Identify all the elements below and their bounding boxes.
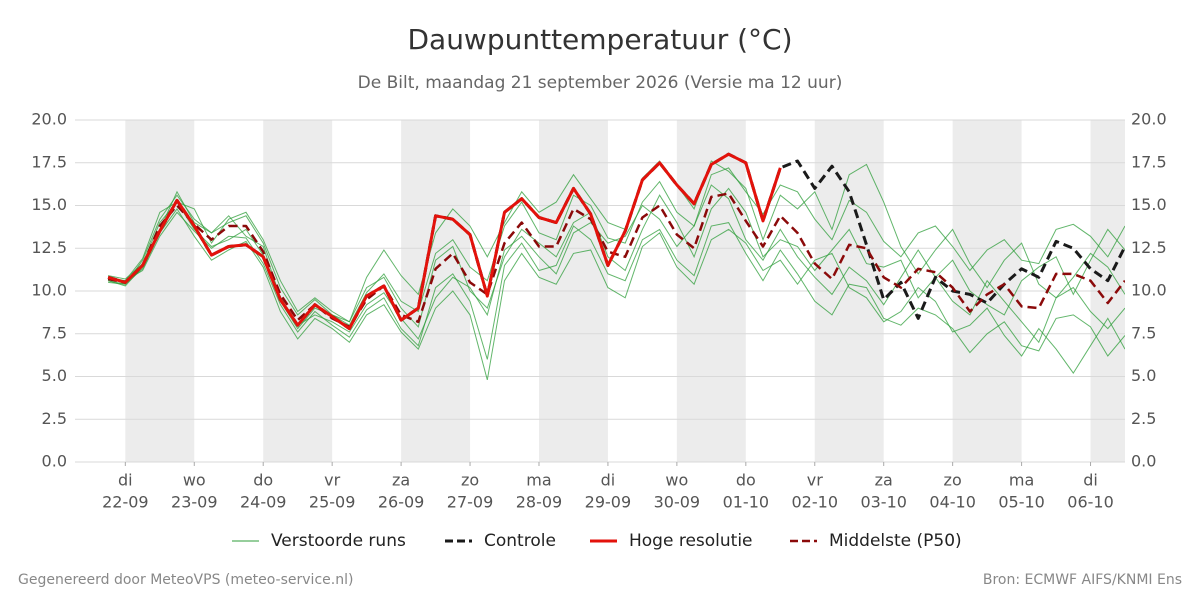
x-tick-date: 03-10	[860, 493, 907, 512]
series-line	[107, 152, 1125, 331]
y-tick-label-right: 2.5	[1131, 409, 1156, 428]
ensemble-line	[108, 167, 1125, 326]
series-line	[107, 192, 1125, 329]
x-tick-date: 06-10	[1067, 493, 1114, 512]
x-tick-weekday: vr	[324, 471, 340, 490]
y-tick-label: 5.0	[42, 366, 67, 385]
y-tick-label-right: 20.0	[1131, 110, 1167, 129]
plot-area	[107, 152, 1125, 381]
ensemble-line	[108, 211, 1125, 360]
x-tick-date: 22-09	[102, 493, 149, 512]
legend-label: Controle	[484, 531, 556, 551]
y-tick-label: 20.0	[31, 110, 67, 129]
x-tick-date: 05-10	[998, 493, 1045, 512]
y-tick-label-right: 5.0	[1131, 366, 1156, 385]
y-tick-label: 2.5	[42, 409, 67, 428]
x-tick-weekday: zo	[944, 471, 962, 490]
x-tick-date: 29-09	[585, 493, 632, 512]
x-tick-weekday: do	[736, 471, 756, 490]
y-tick-label: 0.0	[42, 452, 67, 471]
y-tick-label-right: 12.5	[1131, 238, 1167, 257]
x-tick-date: 02-10	[792, 493, 839, 512]
y-tick-label-right: 7.5	[1131, 323, 1156, 342]
x-tick-weekday: ma	[1009, 471, 1034, 490]
ensemble-line	[108, 208, 1125, 381]
ensemble-line	[108, 160, 1125, 323]
y-tick-label-right: 17.5	[1131, 152, 1167, 171]
legend-label: Middelste (P50)	[829, 531, 962, 551]
chart-subtitle: De Bilt, maandag 21 september 2026 (Vers…	[358, 73, 843, 93]
x-tick-weekday: za	[875, 471, 893, 490]
x-tick-weekday: di	[601, 471, 616, 490]
x-tick-date: 24-09	[240, 493, 287, 512]
x-tick-weekday: vr	[807, 471, 823, 490]
x-tick-date: 30-09	[654, 493, 701, 512]
x-tick-weekday: za	[392, 471, 410, 490]
x-tick-date: 27-09	[447, 493, 494, 512]
y-tick-label: 15.0	[31, 195, 67, 214]
x-tick-date: 01-10	[723, 493, 770, 512]
y-tick-label: 7.5	[42, 323, 67, 342]
x-tick-date: 04-10	[929, 493, 976, 512]
x-tick-date: 26-09	[378, 493, 425, 512]
footer-left: Gegenereerd door MeteoVPS (meteo-service…	[18, 572, 353, 588]
y-tick-label: 17.5	[31, 152, 67, 171]
y-tick-label-right: 10.0	[1131, 281, 1167, 300]
y-tick-label-right: 15.0	[1131, 195, 1167, 214]
legend-label: Hoge resolutie	[629, 531, 753, 551]
x-tick-date: 23-09	[171, 493, 218, 512]
x-tick-weekday: ma	[526, 471, 551, 490]
legend-label: Verstoorde runs	[271, 531, 406, 551]
y-tick-label-right: 0.0	[1131, 452, 1156, 471]
x-tick-weekday: do	[253, 471, 273, 490]
x-tick-date: 28-09	[516, 493, 563, 512]
x-tick-date: 25-09	[309, 493, 356, 512]
chart-title: Dauwpunttemperatuur (°C)	[407, 23, 792, 56]
x-tick-weekday: zo	[461, 471, 479, 490]
x-tick-weekday: wo	[183, 471, 206, 490]
y-tick-label: 12.5	[31, 238, 67, 257]
y-tick-label: 10.0	[31, 281, 67, 300]
x-tick-weekday: wo	[665, 471, 688, 490]
x-tick-weekday: di	[1083, 471, 1098, 490]
x-tick-weekday: di	[118, 471, 133, 490]
series-line	[107, 152, 782, 331]
footer-right: Bron: ECMWF AIFS/KNMI Ens	[983, 572, 1182, 588]
